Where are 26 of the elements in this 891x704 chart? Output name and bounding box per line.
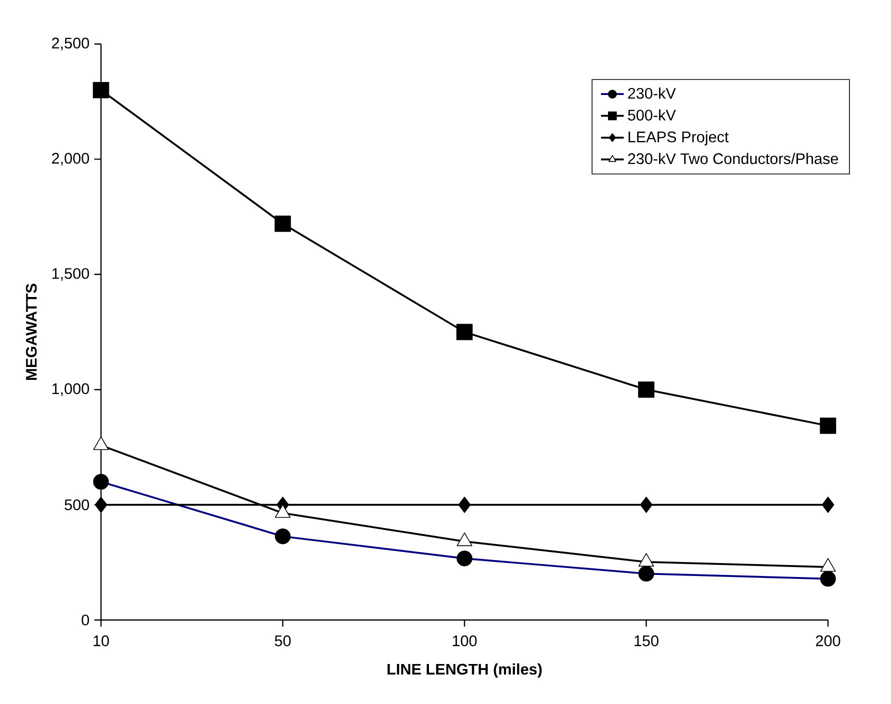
point [458,496,471,513]
y-tick-label: 2,500 [52,38,90,50]
point [638,381,654,398]
x-tick-label: 100 [452,635,477,646]
point [274,216,291,232]
x-tick-label: 150 [634,635,658,646]
x-tick-label: 50 [274,635,291,646]
point [640,496,652,513]
point [94,496,108,513]
legend-label: 230-kV Two Conductors/Phase [628,152,838,164]
legend-label: 230-kV [628,88,676,99]
y-tick-label: 2,000 [52,152,90,166]
point [822,496,834,513]
y-axis-title: MEGAWATTS [26,284,37,380]
point [820,418,836,434]
x-tick-label: 10 [94,635,109,646]
x-tick-label: 200 [816,635,840,646]
point [456,324,473,340]
y-tick-label: 500 [64,499,90,510]
legend-label: 500-kV [628,109,676,121]
point [92,82,110,98]
y-tick-label: 1,000 [52,383,90,396]
y-tick-label: 1,500 [52,268,90,281]
y-tick-label: 0 [82,614,90,626]
x-axis-title: LINE LENGTH (miles) [388,663,542,678]
legend-label: LEAPS Project [628,131,729,146]
